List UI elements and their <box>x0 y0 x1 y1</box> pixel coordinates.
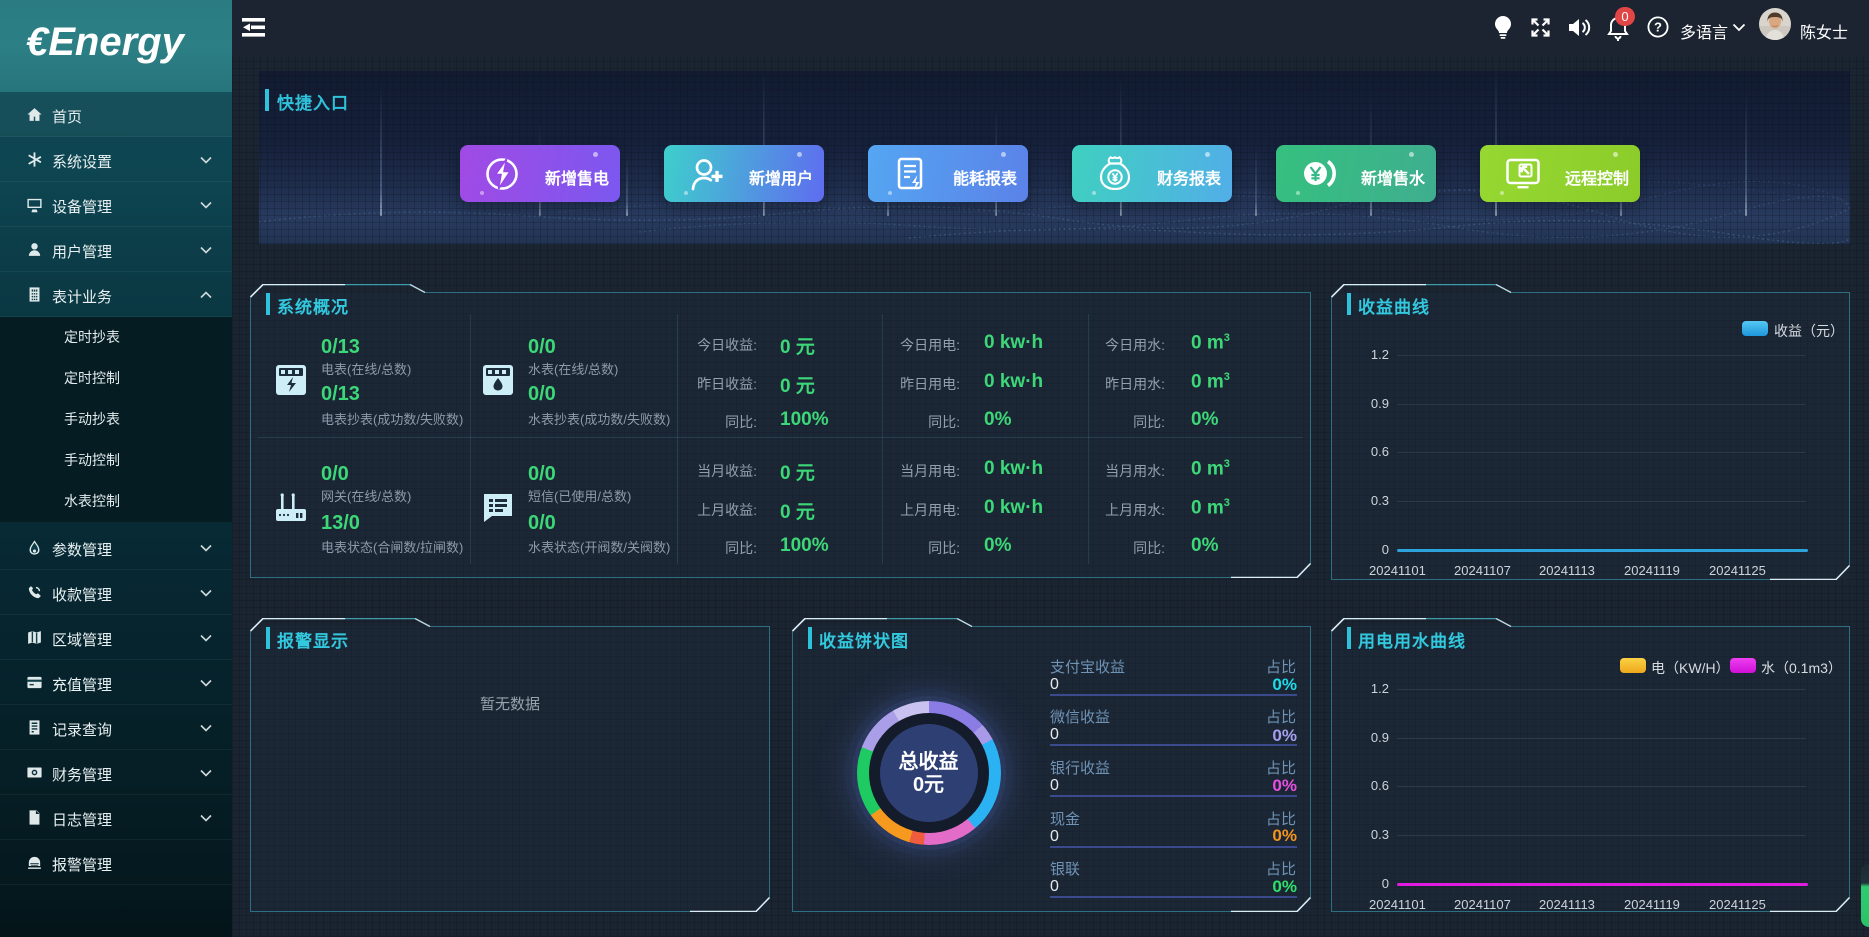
svg-text:?: ? <box>1654 20 1662 35</box>
